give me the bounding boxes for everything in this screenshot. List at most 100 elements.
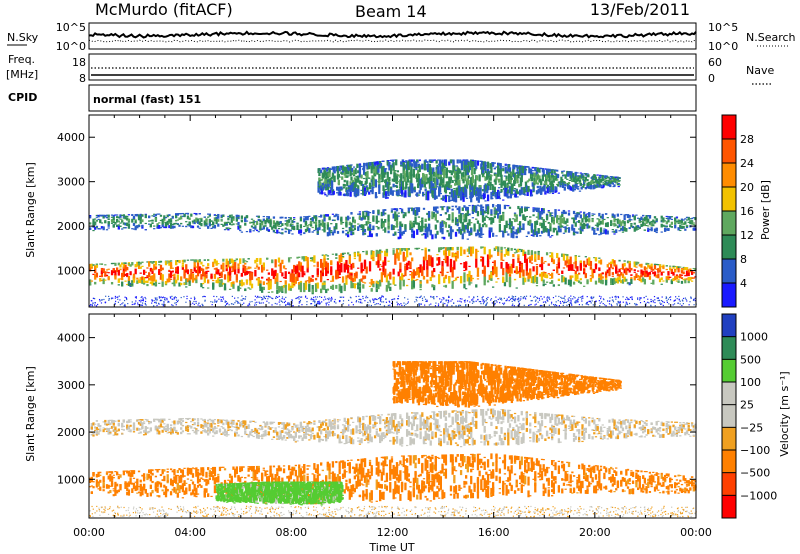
- data-cell: [535, 207, 539, 213]
- noise-point: [342, 300, 345, 302]
- data-cell: [304, 216, 308, 221]
- data-cell: [530, 194, 534, 197]
- data-cell: [655, 263, 658, 266]
- data-cell: [365, 175, 368, 184]
- data-cell: [464, 159, 467, 166]
- data-cell: [475, 165, 478, 169]
- noise-point: [481, 296, 483, 299]
- data-cell: [537, 188, 540, 194]
- data-cell: [652, 271, 655, 275]
- data-cell: [690, 222, 694, 224]
- data-cell: [483, 222, 486, 226]
- data-cell: [362, 275, 365, 280]
- data-cell: [486, 189, 489, 194]
- data-cell: [408, 171, 411, 179]
- data-cell: [382, 165, 385, 174]
- data-cell: [514, 191, 518, 198]
- data-cell: [122, 217, 126, 219]
- data-cell: [647, 229, 650, 232]
- data-cell: [583, 211, 586, 214]
- data-cell: [454, 180, 458, 183]
- nsearch-label: N.Search: [746, 31, 796, 44]
- data-cell: [480, 163, 483, 170]
- data-cell: [608, 262, 611, 265]
- data-cell: [308, 215, 311, 217]
- data-cell: [448, 250, 451, 256]
- data-cell: [439, 214, 442, 216]
- noise-point: [388, 300, 390, 302]
- data-cell: [322, 181, 325, 183]
- data-cell: [402, 279, 405, 287]
- noise-point: [404, 297, 406, 299]
- data-cell: [660, 221, 663, 223]
- data-cell: [344, 193, 347, 196]
- data-cell: [94, 226, 97, 230]
- data-cell: [341, 173, 344, 175]
- data-cell: [346, 175, 350, 177]
- data-cell: [94, 265, 97, 270]
- data-cell: [142, 277, 146, 284]
- noise-point: [348, 304, 350, 306]
- data-cell: [348, 254, 351, 256]
- data-cell: [212, 221, 215, 226]
- noise-point: [299, 301, 301, 303]
- data-cell: [566, 254, 569, 257]
- data-cell: [144, 222, 147, 225]
- data-cell: [410, 180, 413, 183]
- data-cell: [432, 177, 436, 183]
- data-cell: [350, 230, 353, 235]
- data-cell: [343, 283, 346, 289]
- data-cell: [240, 215, 244, 219]
- data-cell: [250, 272, 254, 280]
- data-cell: [318, 227, 321, 231]
- data-cell: [692, 277, 695, 279]
- data-cell: [378, 178, 381, 184]
- noise-point: [125, 297, 127, 299]
- data-cell: [112, 224, 115, 228]
- data-cell: [433, 192, 437, 200]
- data-cell: [505, 178, 508, 182]
- noise-point: [234, 297, 236, 299]
- data-cell: [411, 271, 414, 280]
- noise-point: [316, 303, 318, 305]
- data-cell: [341, 227, 345, 230]
- data-cell: [252, 222, 255, 226]
- data-cell: [400, 164, 403, 167]
- data-cell: [425, 173, 428, 180]
- data-cell: [434, 233, 437, 239]
- data-cell: [463, 249, 466, 255]
- noise-point: [574, 297, 576, 299]
- data-cell: [239, 226, 242, 229]
- noise-point: [175, 299, 178, 301]
- data-cell: [444, 222, 448, 228]
- data-cell: [374, 179, 378, 188]
- data-cell: [92, 264, 95, 267]
- data-cell: [476, 267, 480, 277]
- data-cell: [365, 221, 368, 226]
- data-cell: [505, 223, 508, 227]
- noise-point: [686, 300, 688, 302]
- data-cell: [141, 219, 144, 223]
- noise-point: [254, 302, 256, 304]
- data-cell: [336, 170, 340, 177]
- noise-point: [495, 296, 497, 298]
- data-cell: [362, 224, 365, 229]
- data-cell: [679, 220, 682, 223]
- noise-point: [661, 300, 663, 302]
- data-cell: [535, 216, 539, 218]
- data-cell: [358, 180, 362, 185]
- noise-point: [672, 304, 674, 306]
- data-cell: [401, 159, 405, 162]
- data-cell: [599, 277, 603, 284]
- data-cell: [669, 224, 672, 226]
- data-cell: [363, 259, 367, 268]
- data-cell: [556, 266, 559, 274]
- data-cell: [665, 276, 668, 280]
- data-cell: [191, 273, 195, 281]
- data-cell: [100, 270, 104, 274]
- noise-point: [133, 303, 135, 305]
- data-cell: [503, 253, 507, 257]
- data-cell: [379, 279, 382, 287]
- data-cell: [370, 233, 373, 238]
- noise-point: [682, 297, 685, 300]
